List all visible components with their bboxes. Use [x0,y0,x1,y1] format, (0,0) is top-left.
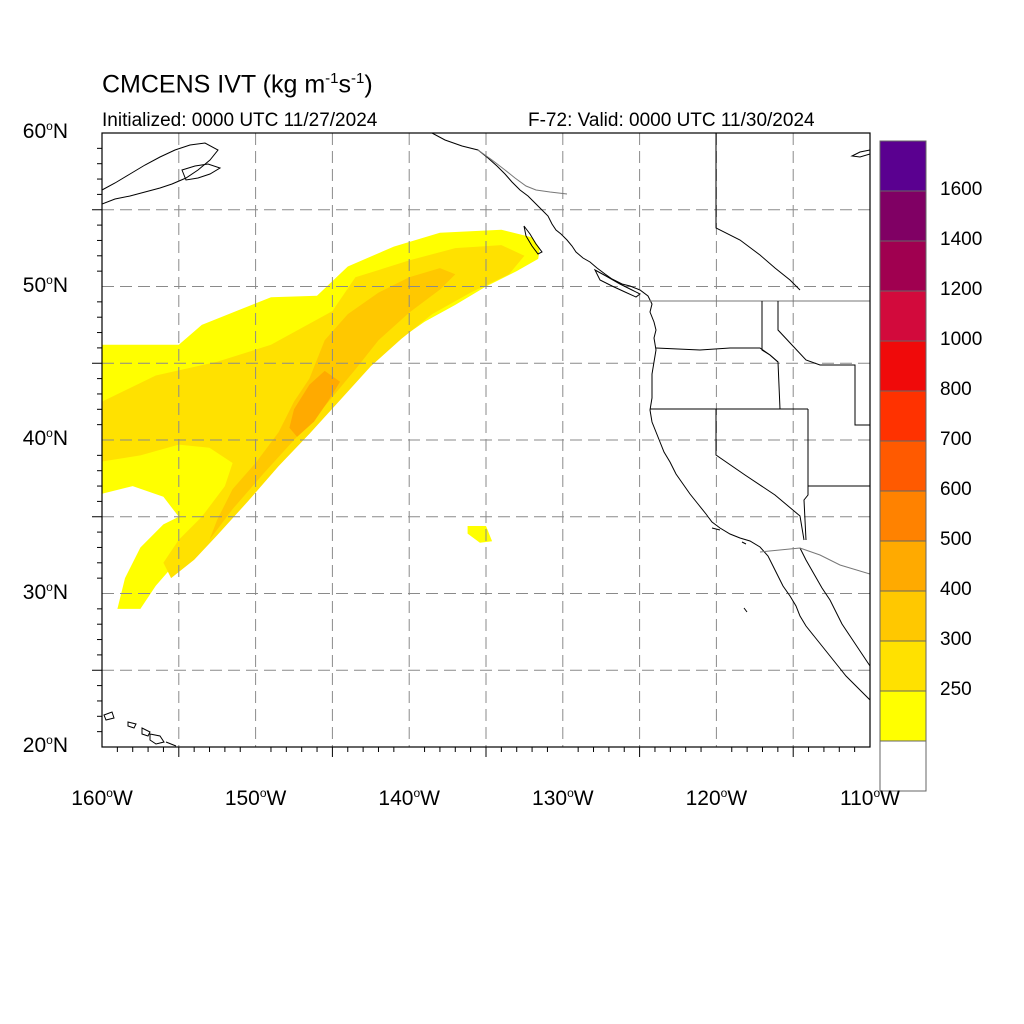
political-borders [477,133,870,575]
lat-label-40: 40oN [22,426,68,450]
coastline-baja-gulf [799,547,870,667]
ivt-region-250-4 [467,526,493,543]
border-idaho-montana [777,301,870,426]
colorbar-label-700: 700 [940,429,972,450]
colorbar-label-250: 250 [940,679,972,700]
border-us-mexico [759,547,870,575]
colorbar [879,140,927,792]
lon-label-120: 120oW [685,786,748,810]
coastline-vancouver-island [593,268,641,298]
lon-label-140: 140oW [378,786,440,810]
lon-label-150: 150oW [224,786,287,810]
lon-label-110: 110oW [840,786,900,810]
colorbar-box-11 [879,690,927,742]
coastline-haida-gwaii [523,225,543,255]
title-text: CMCENS IVT (kg m [102,70,326,99]
title-close: ) [364,70,373,99]
coastline-alaska-panhandle [431,133,870,701]
border-arizona [803,486,809,541]
graticule [102,133,870,747]
colorbar-box-7 [879,490,927,542]
colorbar-box-3 [879,290,927,342]
colorbar-label-1000: 1000 [940,329,983,350]
border-alberta-bc [715,133,801,291]
lon-label-130: 130oW [532,786,594,810]
lat-label-30: 30oN [22,579,68,604]
colorbar-label-800: 800 [940,379,972,400]
border-nevada-utah [807,409,870,487]
coastline-north-america [850,149,870,158]
border-idaho [761,301,781,410]
colorbar-box-4 [879,340,927,392]
title-exponent-1: -1 [325,70,339,87]
lat-label-20: 20oN [22,733,68,757]
coastline-alaska-islands [181,163,222,181]
colorbar-box-6 [879,440,927,492]
initialized-time: Initialized: 0000 UTC 11/27/2024 [102,110,378,131]
lon-label-160: 160oW [71,786,133,810]
colorbar-label-400: 400 [940,579,972,600]
colorbar-box-8 [879,540,927,592]
colorbar-box-1 [879,190,927,242]
colorbar-box-2 [879,240,927,292]
colorbar-box-12 [879,740,927,792]
title-text-s: s [338,70,352,99]
lat-label-50: 50oN [22,272,68,297]
coastline-alaska-west [102,142,219,205]
chart-title: CMCENS IVT (kg m-1s-1) [102,70,373,99]
colorbar-label-1400: 1400 [940,229,983,250]
coastline-hawaii [103,711,177,747]
coastlines [102,133,870,747]
colorbar-label-500: 500 [940,529,972,550]
colorbar-label-600: 600 [940,479,972,500]
border-canada-alaska [477,149,568,195]
colorbar-label-1600: 1600 [940,179,983,200]
colorbar-box-5 [879,390,927,442]
colorbar-label-300: 300 [940,629,972,650]
valid-time: F-72: Valid: 0000 UTC 11/30/2024 [528,110,815,131]
border-washington-oregon [655,347,779,363]
title-exponent-2: -1 [351,70,365,87]
lat-label-60: 60oN [22,119,68,143]
coastline-channel-islands [711,527,748,613]
axis-ticks [92,147,856,757]
colorbar-label-1200: 1200 [940,279,983,300]
colorbar-box-0 [879,140,927,192]
ivt-region-500-3 [289,370,341,437]
ivt-region-400-2 [209,268,456,540]
colorbar-box-10 [879,640,927,692]
colorbar-box-9 [879,590,927,642]
border-california-nevada [715,409,805,541]
